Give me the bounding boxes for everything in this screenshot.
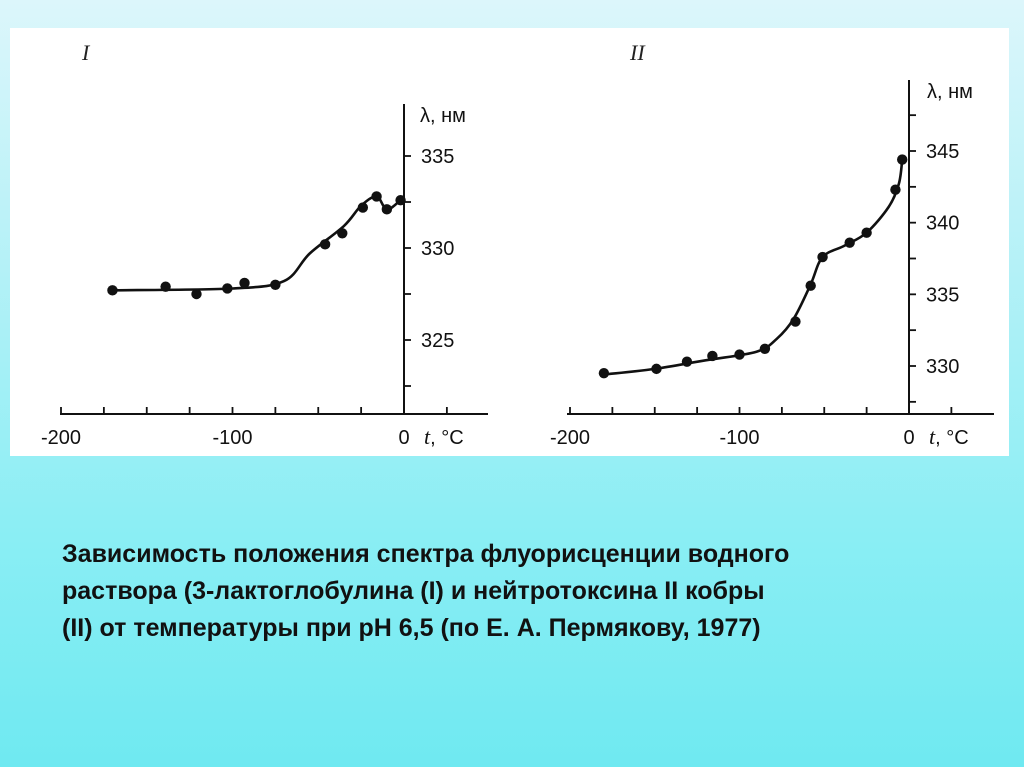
fit-curve [112, 195, 402, 292]
fit-curve [603, 159, 904, 376]
x-tick-label: 0 [903, 427, 914, 449]
data-point [805, 280, 816, 291]
y-axis-label: λ, нм [927, 81, 973, 103]
y-tick-label: 330 [926, 356, 959, 378]
data-point [817, 251, 828, 263]
data-point [270, 279, 281, 290]
caption-line-3: (II) от температуры при pH 6,5 (по Е. А.… [62, 614, 761, 642]
data-point [160, 281, 171, 292]
data-point [681, 356, 693, 367]
data-point [239, 277, 250, 289]
data-point [598, 367, 610, 379]
data-point [790, 316, 801, 327]
x-axis-label: t, °C [929, 424, 969, 449]
data-point [897, 154, 908, 165]
figure-caption: Зависимость положения спектра флуорисцен… [62, 536, 982, 647]
panel-label: II [629, 40, 646, 65]
y-tick-label: 330 [421, 238, 454, 260]
y-tick-label: 325 [421, 330, 454, 352]
data-point [191, 288, 202, 300]
caption-line-1: Зависимость положения спектра флуорисцен… [62, 540, 790, 568]
x-tick-label: -100 [212, 427, 252, 449]
y-tick-label: 340 [926, 213, 959, 235]
data-point [759, 343, 771, 354]
y-tick-label: 345 [926, 141, 959, 163]
x-axis-label: t, °C [424, 424, 464, 449]
data-point [651, 363, 662, 375]
x-axis-unit: , °C [430, 427, 464, 449]
y-tick-label: 335 [421, 146, 454, 168]
caption-line-2: раствора (3-лактоглобулина (I) и нейтрот… [62, 577, 765, 605]
data-point [319, 239, 331, 250]
x-tick-label: -200 [550, 427, 590, 449]
data-point [222, 283, 233, 294]
x-tick-label: -100 [719, 427, 759, 449]
x-tick-label: 0 [398, 427, 409, 449]
figure-panel: I -200 -100 0 t, °C 335 330 325 λ, нм II -200 -100 0… [10, 28, 1009, 456]
data-point [337, 228, 348, 239]
x-axis-unit: , °C [935, 427, 969, 449]
x-tick-label: -200 [41, 427, 81, 449]
data-point [371, 191, 382, 202]
data-point [395, 194, 406, 206]
y-tick-label: 335 [926, 284, 959, 306]
data-point [890, 184, 901, 195]
data-point [357, 202, 369, 213]
data-point [861, 227, 872, 238]
data-point [107, 285, 118, 296]
data-point [844, 237, 855, 248]
data-point [734, 349, 745, 360]
panel-label: I [81, 40, 91, 65]
x-axis-variable: t [929, 424, 936, 449]
data-point [381, 204, 393, 215]
x-axis-variable: t [424, 424, 431, 449]
y-axis-label: λ, нм [420, 105, 466, 127]
data-point [707, 350, 718, 362]
